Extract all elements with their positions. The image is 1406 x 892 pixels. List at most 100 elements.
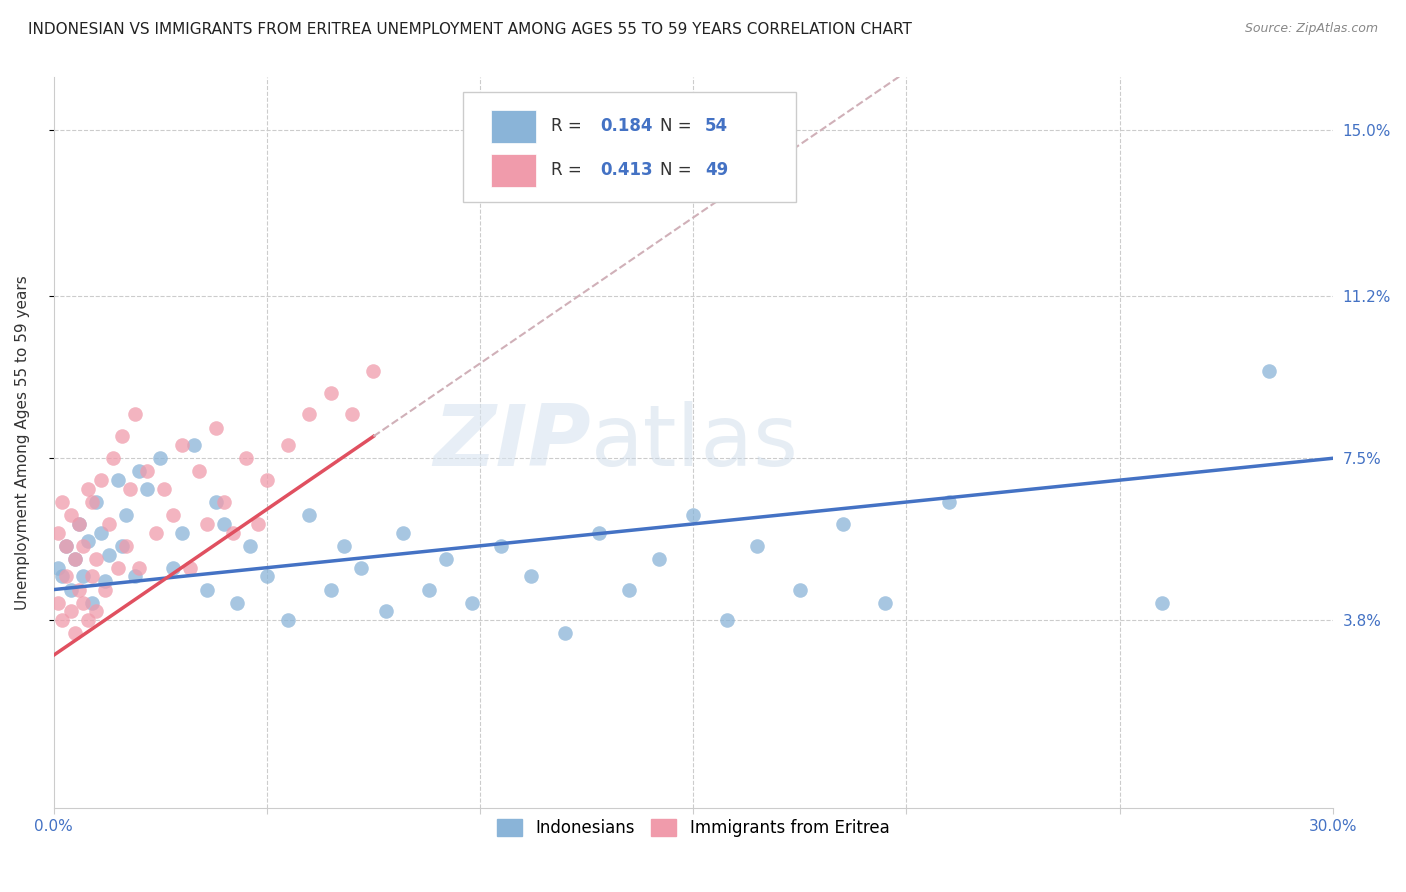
Point [63, 552, 86, 566]
Point [72, 596, 94, 610]
Point [120, 482, 142, 496]
Point [212, 516, 235, 531]
Point [375, 605, 398, 619]
Text: N =: N = [659, 117, 697, 135]
Point [67, 582, 90, 597]
Point [59, 582, 82, 597]
Point [46, 525, 69, 540]
Point [80, 495, 103, 509]
Point [247, 516, 270, 531]
Point [187, 464, 209, 478]
Point [72, 539, 94, 553]
Point [256, 473, 278, 487]
Point [55, 539, 77, 553]
Point [195, 516, 218, 531]
Text: INDONESIAN VS IMMIGRANTS FROM ERITREA UNEMPLOYMENT AMONG AGES 55 TO 59 YEARS COR: INDONESIAN VS IMMIGRANTS FROM ERITREA UN… [28, 22, 912, 37]
Point [72, 569, 94, 583]
Point [226, 596, 249, 610]
Point [59, 605, 82, 619]
Point [124, 569, 146, 583]
Point [716, 613, 738, 627]
Y-axis label: Unemployment Among Ages 55 to 59 years: Unemployment Among Ages 55 to 59 years [15, 276, 30, 610]
Point [682, 508, 704, 523]
Point [128, 560, 150, 574]
Point [256, 569, 278, 583]
Point [103, 451, 125, 466]
Point [619, 582, 641, 597]
Point [195, 582, 218, 597]
Point [554, 626, 576, 640]
Text: 49: 49 [704, 161, 728, 178]
Point [789, 582, 811, 597]
Point [94, 574, 117, 588]
Point [89, 525, 111, 540]
Point [204, 420, 226, 434]
Point [128, 464, 150, 478]
Point [46, 560, 69, 574]
Point [98, 516, 121, 531]
FancyBboxPatch shape [491, 110, 536, 143]
Point [875, 596, 897, 610]
Point [80, 569, 103, 583]
Point [648, 552, 671, 566]
Point [76, 482, 98, 496]
Point [153, 482, 176, 496]
Point [84, 552, 107, 566]
Text: 54: 54 [704, 117, 728, 135]
Point [170, 525, 193, 540]
Point [145, 525, 167, 540]
Point [84, 495, 107, 509]
Point [51, 569, 73, 583]
Point [277, 438, 299, 452]
Text: ZIP: ZIP [433, 401, 591, 484]
Point [350, 560, 373, 574]
Point [222, 525, 245, 540]
Point [46, 596, 69, 610]
Point [98, 548, 121, 562]
Point [831, 516, 853, 531]
Point [136, 464, 159, 478]
Point [76, 613, 98, 627]
Point [239, 539, 262, 553]
Point [107, 473, 129, 487]
Point [204, 495, 226, 509]
Point [170, 438, 193, 452]
Point [136, 482, 159, 496]
Point [179, 560, 201, 574]
Point [332, 539, 354, 553]
Point [76, 534, 98, 549]
Point [418, 582, 440, 597]
Point [277, 613, 299, 627]
Point [588, 525, 610, 540]
Point [392, 525, 415, 540]
Point [115, 539, 138, 553]
Point [460, 596, 482, 610]
Point [63, 552, 86, 566]
Point [51, 495, 73, 509]
Point [1152, 596, 1174, 610]
Point [55, 569, 77, 583]
Point [162, 508, 184, 523]
Point [80, 596, 103, 610]
Point [212, 495, 235, 509]
Text: R =: R = [551, 117, 588, 135]
Point [51, 613, 73, 627]
Point [63, 626, 86, 640]
Text: Source: ZipAtlas.com: Source: ZipAtlas.com [1244, 22, 1378, 36]
Point [183, 438, 205, 452]
Point [55, 539, 77, 553]
Point [298, 508, 321, 523]
Point [124, 408, 146, 422]
Point [89, 473, 111, 487]
Point [319, 582, 342, 597]
Point [107, 560, 129, 574]
Legend: Indonesians, Immigrants from Eritrea: Indonesians, Immigrants from Eritrea [491, 813, 896, 844]
Point [235, 451, 257, 466]
Point [363, 364, 385, 378]
FancyBboxPatch shape [463, 92, 796, 202]
Text: R =: R = [551, 161, 588, 178]
Point [319, 385, 342, 400]
Point [111, 429, 134, 443]
Point [1258, 364, 1281, 378]
Point [162, 560, 184, 574]
